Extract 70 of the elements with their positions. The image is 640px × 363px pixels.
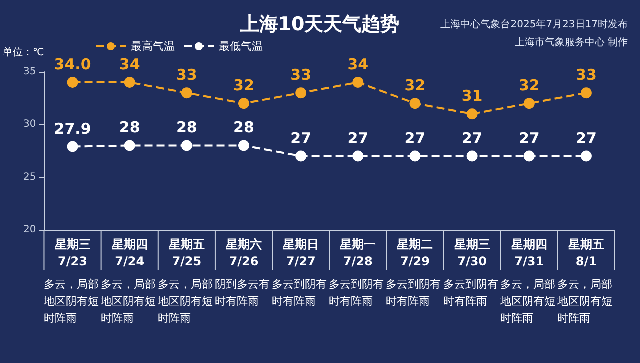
y-tick-label: 25: [23, 172, 36, 183]
x-tick-label: 星期三 7/30: [453, 238, 490, 268]
data-label: 31: [462, 87, 483, 106]
point: [67, 141, 78, 152]
text: 多云，局部地区阴有短时阵雨: [42, 278, 99, 325]
point: [410, 150, 421, 162]
legend-label: 最低气温: [219, 40, 263, 53]
data-label: 33: [176, 66, 198, 84]
text: 多云到阴有时有阵雨: [443, 278, 498, 308]
point: [67, 77, 78, 88]
data-label: 27: [404, 129, 426, 148]
chart-title: 上海10天天气趋势: [239, 14, 400, 36]
point: [352, 77, 364, 88]
data-label: 27: [462, 129, 483, 148]
point: [296, 88, 307, 99]
x-tick-label: 星期三 7/23: [54, 238, 91, 268]
point: [580, 150, 592, 162]
point: [352, 150, 364, 162]
point: [410, 98, 421, 110]
x-tick-label: 星期四 7/24: [110, 238, 148, 268]
data-label: 28: [119, 118, 140, 137]
point: [524, 98, 535, 110]
text: 阴到多云有时有阵雨: [215, 278, 270, 308]
y-axis-title: 单位：℃: [2, 46, 44, 58]
data-label: 34: [119, 56, 140, 74]
data-label: 34.0: [54, 56, 92, 74]
x-tick-label: 星期六 7/26: [225, 238, 262, 268]
data-label: 32: [518, 76, 540, 95]
x-tick-label: 星期五 8/1: [567, 238, 604, 268]
data-label: 33: [290, 66, 312, 84]
point: [524, 150, 535, 162]
x-tick-label: 星期日 7/27: [282, 238, 320, 268]
legend-label: 最高气温: [131, 40, 175, 53]
data-label: 32: [234, 76, 254, 95]
point: [181, 88, 192, 99]
text: 上海市气象服务中心 制作: [514, 36, 628, 48]
data-label: 27: [348, 129, 369, 148]
point: [124, 77, 136, 88]
y-tick-label: 35: [23, 66, 36, 78]
x-tick-label: 星期五 7/25: [168, 238, 205, 268]
point: [238, 98, 250, 110]
x-tick-label: 星期一 7/28: [339, 238, 376, 268]
point: [580, 88, 592, 99]
data-label: 27: [290, 129, 312, 148]
x-tick-label: 星期四 7/31: [510, 238, 548, 268]
text: 多云，局部地区阴有短时阵雨: [156, 278, 213, 325]
y-tick-label: 20: [23, 224, 36, 236]
point: [238, 140, 250, 152]
data-label: 32: [404, 76, 426, 95]
data-label: 28: [176, 118, 198, 137]
text: 多云，局部地区阴有短时阵雨: [499, 278, 556, 325]
data-label: 27: [518, 129, 540, 148]
data-label: 27: [576, 129, 597, 148]
text: 多云到阴有时有阵雨: [272, 278, 328, 308]
point: [466, 150, 478, 162]
data-label: 27.9: [54, 120, 92, 138]
y-tick-label: 30: [23, 119, 36, 130]
point: [296, 150, 307, 162]
data-label: 34: [348, 56, 369, 74]
data-label: 28: [234, 118, 254, 137]
point: [181, 140, 192, 152]
x-tick-label: 星期二 7/29: [396, 238, 434, 268]
text: 多云，局部地区阴有短时阵雨: [100, 278, 156, 325]
text: 多云到阴有时有阵雨: [329, 278, 384, 308]
point: [124, 140, 136, 152]
text: 多云到阴有时有阵雨: [386, 278, 442, 308]
text: 多云，局部地区阴有短时阵雨: [556, 278, 612, 325]
data-label: 33: [576, 66, 597, 84]
point: [466, 108, 478, 120]
text: 上海中心气象台2025年7月23日17时发布: [440, 18, 628, 30]
